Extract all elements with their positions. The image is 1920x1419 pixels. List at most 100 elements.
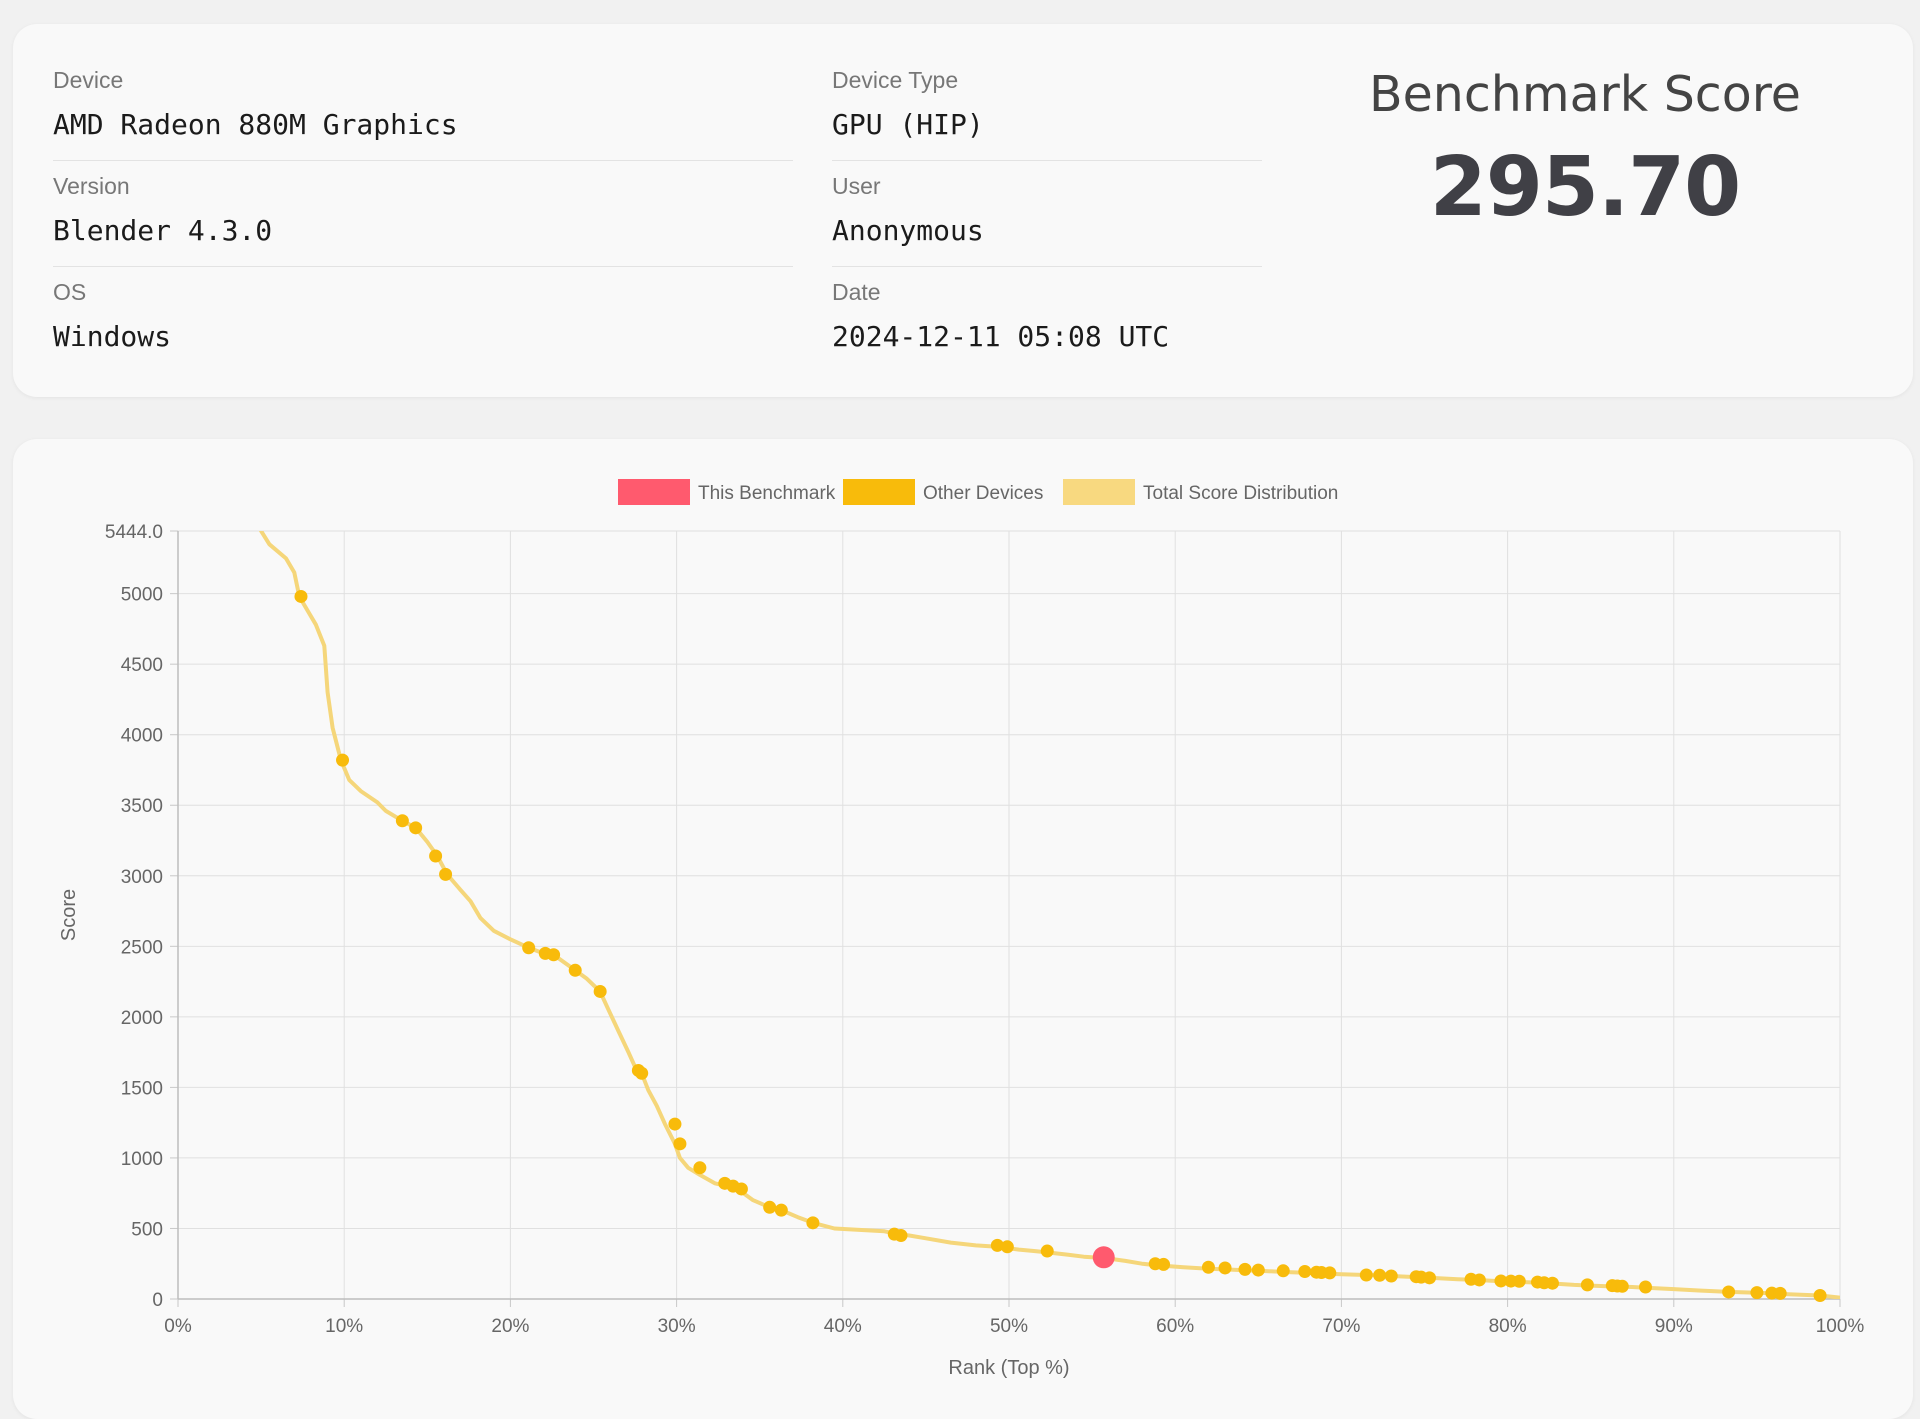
- other-device-point[interactable]: [593, 984, 607, 998]
- legend-label[interactable]: This Benchmark: [698, 483, 836, 504]
- legend-swatch: [843, 479, 915, 505]
- legend-swatch: [1063, 479, 1135, 505]
- other-device-point[interactable]: [894, 1229, 908, 1243]
- other-device-point[interactable]: [1512, 1274, 1526, 1288]
- x-tick-label: 0%: [164, 1316, 192, 1337]
- user-field: User Anonymous: [832, 172, 984, 248]
- user-label: User: [832, 173, 881, 199]
- other-device-point[interactable]: [763, 1200, 777, 1214]
- other-device-point[interactable]: [1472, 1273, 1486, 1287]
- y-tick-label: 1500: [121, 1078, 163, 1099]
- date-value: 2024-12-11 05:08 UTC: [832, 320, 1170, 353]
- legend-swatch: [618, 479, 690, 505]
- other-device-point[interactable]: [547, 948, 561, 962]
- other-device-point[interactable]: [1580, 1278, 1594, 1292]
- x-tick-label: 10%: [325, 1316, 363, 1337]
- this-benchmark-point[interactable]: [1092, 1246, 1115, 1269]
- other-device-point[interactable]: [635, 1066, 649, 1080]
- other-device-point[interactable]: [1000, 1240, 1014, 1254]
- other-device-point[interactable]: [1750, 1286, 1764, 1300]
- date-label: Date: [832, 279, 881, 305]
- y-tick-label: 500: [131, 1219, 163, 1240]
- device-type-label: Device Type: [832, 67, 959, 93]
- benchmark-score-value: 295.70: [1429, 140, 1741, 235]
- chart-axes: [170, 530, 1841, 1307]
- x-tick-label: 40%: [824, 1316, 862, 1337]
- other-device-point[interactable]: [1298, 1264, 1312, 1278]
- other-device-point[interactable]: [1276, 1264, 1290, 1278]
- other-device-point[interactable]: [568, 963, 582, 977]
- device-type-value: GPU (HIP): [832, 108, 984, 141]
- date-field: Date 2024-12-11 05:08 UTC: [832, 278, 1169, 354]
- distribution-line: [259, 531, 1840, 1299]
- version-field: Version Blender 4.3.0: [53, 172, 272, 248]
- chart-legend: This Benchmark Other Devices Total Score D…: [618, 479, 1338, 505]
- other-device-point[interactable]: [1251, 1263, 1265, 1277]
- x-tick-label: 50%: [990, 1316, 1028, 1337]
- os-value: Windows: [53, 320, 172, 353]
- chart-grid: [177, 530, 1841, 1300]
- os-field: OS Windows: [53, 278, 171, 354]
- other-device-point[interactable]: [1040, 1244, 1054, 1258]
- y-tick-label: 1000: [121, 1149, 163, 1170]
- other-device-point[interactable]: [429, 849, 443, 863]
- other-device-point[interactable]: [1773, 1286, 1787, 1300]
- other-device-point[interactable]: [1422, 1271, 1436, 1285]
- other-device-point[interactable]: [668, 1117, 682, 1131]
- divider: [53, 266, 793, 267]
- chart-card: This Benchmark Other Devices Total Score D…: [13, 439, 1913, 1419]
- other-device-point[interactable]: [1323, 1266, 1337, 1280]
- other-device-point[interactable]: [1201, 1260, 1215, 1274]
- x-tick-label: 20%: [491, 1316, 529, 1337]
- version-label: Version: [53, 173, 130, 199]
- benchmark-score-title: Benchmark Score: [1369, 66, 1801, 123]
- other-device-point[interactable]: [294, 589, 308, 603]
- other-device-point[interactable]: [1373, 1268, 1387, 1282]
- other-device-point[interactable]: [673, 1137, 687, 1151]
- other-device-point[interactable]: [1494, 1274, 1508, 1288]
- legend-label[interactable]: Total Score Distribution: [1143, 483, 1338, 504]
- x-tick-label: 30%: [658, 1316, 696, 1337]
- other-device-point[interactable]: [734, 1182, 748, 1196]
- divider: [53, 160, 793, 161]
- x-tick-label: 90%: [1655, 1316, 1693, 1337]
- other-device-point[interactable]: [990, 1238, 1004, 1252]
- y-tick-label: 3000: [121, 867, 163, 888]
- x-axis-title: Rank (Top %): [948, 1357, 1069, 1379]
- other-device-point[interactable]: [1384, 1269, 1398, 1283]
- other-device-point[interactable]: [1218, 1261, 1232, 1275]
- other-device-point[interactable]: [693, 1161, 707, 1175]
- other-device-point[interactable]: [336, 753, 350, 767]
- y-tick-label: 3500: [121, 796, 163, 817]
- other-device-point[interactable]: [1615, 1279, 1629, 1293]
- other-device-point[interactable]: [1157, 1257, 1171, 1271]
- other-device-point[interactable]: [409, 821, 423, 835]
- x-tick-label: 80%: [1489, 1316, 1527, 1337]
- user-value: Anonymous: [832, 214, 984, 247]
- device-label: Device: [53, 67, 124, 93]
- device-value: AMD Radeon 880M Graphics: [53, 108, 458, 141]
- y-axis-title: Score: [58, 889, 80, 941]
- y-tick-label: 0: [152, 1290, 163, 1311]
- other-device-point[interactable]: [395, 814, 409, 828]
- x-tick-label: 100%: [1816, 1316, 1865, 1337]
- y-tick-label: 4000: [121, 726, 163, 747]
- other-device-point[interactable]: [522, 941, 536, 955]
- other-device-point[interactable]: [774, 1203, 788, 1217]
- other-device-point[interactable]: [1722, 1285, 1736, 1299]
- other-device-point[interactable]: [439, 867, 453, 881]
- score-distribution-chart: This Benchmark Other Devices Total Score D…: [58, 479, 1865, 1379]
- other-device-point[interactable]: [1639, 1280, 1653, 1294]
- other-device-point[interactable]: [806, 1216, 820, 1230]
- distribution-line-group: [259, 531, 1840, 1299]
- other-device-point[interactable]: [1359, 1268, 1373, 1282]
- legend-label[interactable]: Other Devices: [923, 483, 1043, 504]
- other-device-point[interactable]: [1238, 1262, 1252, 1276]
- other-device-point[interactable]: [1545, 1276, 1559, 1290]
- y-tick-label: 5444.0: [105, 522, 163, 543]
- device-field: Device AMD Radeon 880M Graphics: [53, 66, 458, 142]
- data-points-group: [294, 589, 1827, 1302]
- other-device-point[interactable]: [1813, 1288, 1827, 1302]
- x-tick-label: 70%: [1322, 1316, 1360, 1337]
- version-value: Blender 4.3.0: [53, 214, 273, 247]
